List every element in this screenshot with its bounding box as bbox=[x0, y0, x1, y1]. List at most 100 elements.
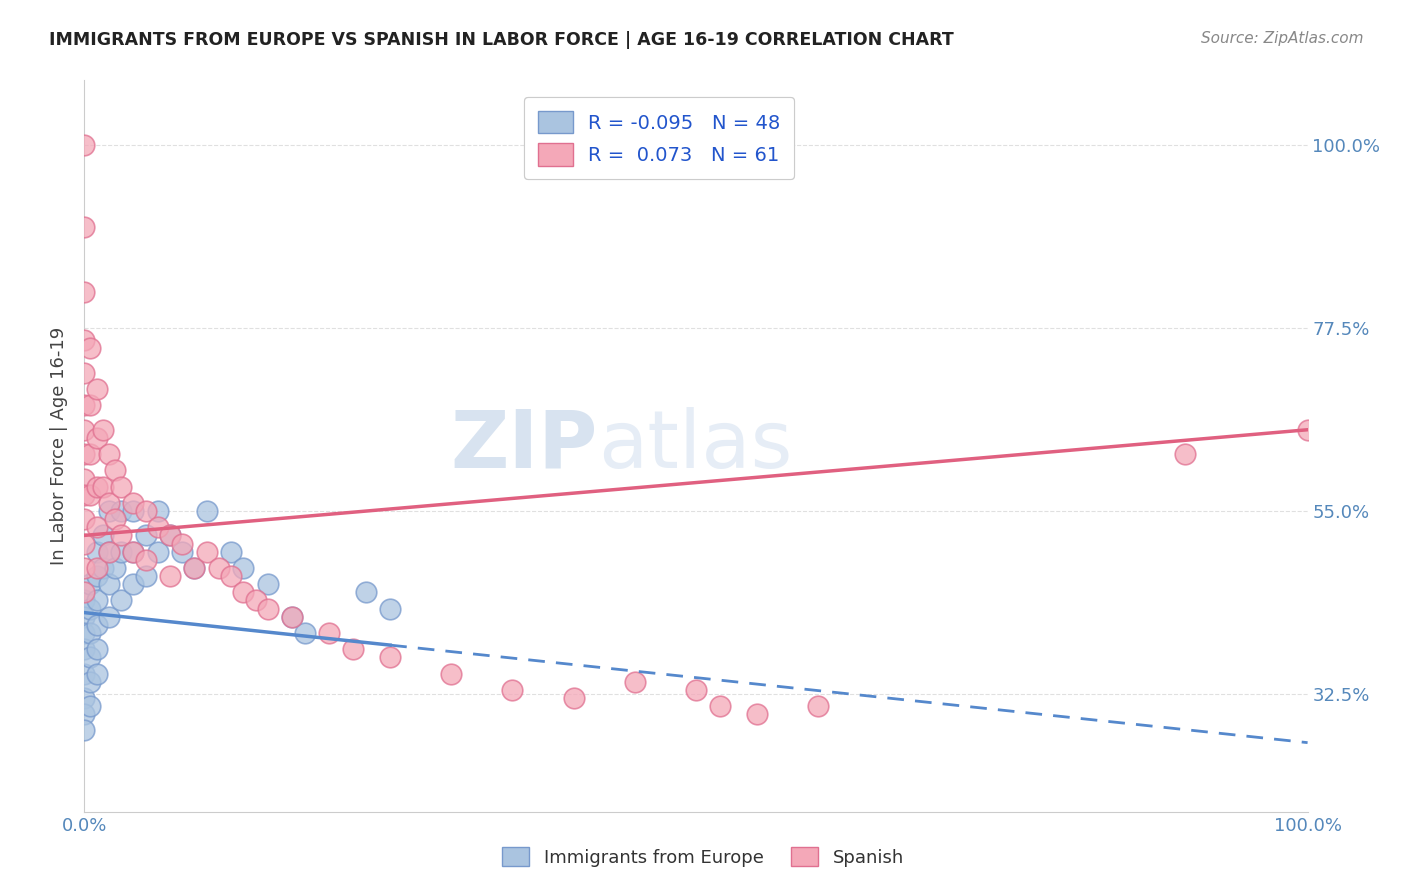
Point bbox=[79, 626, 101, 640]
Point bbox=[86, 666, 108, 681]
Point bbox=[110, 544, 132, 558]
Point bbox=[183, 561, 205, 575]
Point bbox=[79, 577, 101, 591]
Point bbox=[281, 609, 304, 624]
Point bbox=[91, 423, 114, 437]
Point bbox=[79, 447, 101, 461]
Point bbox=[159, 569, 181, 583]
Point bbox=[502, 682, 524, 697]
Point bbox=[73, 447, 96, 461]
Point bbox=[73, 512, 96, 526]
Point bbox=[97, 577, 120, 591]
Point bbox=[86, 480, 108, 494]
Point bbox=[73, 707, 96, 722]
Point bbox=[122, 504, 145, 518]
Point bbox=[219, 569, 242, 583]
Point bbox=[73, 488, 96, 502]
Point bbox=[122, 496, 145, 510]
Point bbox=[146, 544, 169, 558]
Point bbox=[97, 544, 120, 558]
Point bbox=[91, 528, 114, 542]
Point bbox=[73, 334, 96, 348]
Point bbox=[195, 544, 218, 558]
Point bbox=[86, 561, 108, 575]
Text: IMMIGRANTS FROM EUROPE VS SPANISH IN LABOR FORCE | AGE 16-19 CORRELATION CHART: IMMIGRANTS FROM EUROPE VS SPANISH IN LAB… bbox=[49, 31, 953, 49]
Point bbox=[219, 544, 242, 558]
Point bbox=[97, 504, 120, 518]
Point bbox=[685, 682, 707, 697]
Point bbox=[135, 504, 157, 518]
Point bbox=[79, 342, 101, 356]
Point bbox=[86, 382, 108, 396]
Text: ZIP: ZIP bbox=[451, 407, 598, 485]
Point bbox=[73, 642, 96, 657]
Point bbox=[110, 504, 132, 518]
Point bbox=[97, 544, 120, 558]
Text: Source: ZipAtlas.com: Source: ZipAtlas.com bbox=[1201, 31, 1364, 46]
Point bbox=[86, 431, 108, 445]
Point bbox=[73, 561, 96, 575]
Point bbox=[159, 528, 181, 542]
Point bbox=[380, 650, 402, 665]
Point bbox=[86, 520, 108, 534]
Point bbox=[195, 504, 218, 518]
Point bbox=[79, 488, 101, 502]
Point bbox=[73, 536, 96, 550]
Point bbox=[135, 528, 157, 542]
Point bbox=[232, 585, 254, 599]
Point bbox=[172, 536, 194, 550]
Point bbox=[79, 699, 101, 714]
Point bbox=[354, 585, 377, 599]
Point bbox=[86, 569, 108, 583]
Point bbox=[73, 626, 96, 640]
Point bbox=[79, 601, 101, 615]
Point bbox=[159, 528, 181, 542]
Point bbox=[73, 723, 96, 738]
Point bbox=[73, 285, 96, 299]
Point bbox=[110, 593, 132, 607]
Point bbox=[342, 642, 364, 657]
Point bbox=[122, 544, 145, 558]
Point bbox=[73, 423, 96, 437]
Point bbox=[73, 690, 96, 705]
Point bbox=[110, 528, 132, 542]
Point bbox=[208, 561, 231, 575]
Point bbox=[172, 544, 194, 558]
Point bbox=[122, 577, 145, 591]
Point bbox=[294, 626, 316, 640]
Point bbox=[97, 496, 120, 510]
Point bbox=[91, 561, 114, 575]
Point bbox=[104, 561, 127, 575]
Point bbox=[183, 561, 205, 575]
Point bbox=[104, 512, 127, 526]
Point bbox=[73, 593, 96, 607]
Point bbox=[73, 666, 96, 681]
Point bbox=[709, 699, 731, 714]
Point bbox=[91, 480, 114, 494]
Point bbox=[73, 366, 96, 380]
Point bbox=[97, 609, 120, 624]
Point bbox=[1174, 447, 1197, 461]
Point bbox=[318, 626, 340, 640]
Point bbox=[73, 398, 96, 412]
Point bbox=[281, 609, 304, 624]
Point bbox=[1296, 423, 1319, 437]
Legend: R = -0.095   N = 48, R =  0.073   N = 61: R = -0.095 N = 48, R = 0.073 N = 61 bbox=[524, 97, 794, 179]
Point bbox=[440, 666, 463, 681]
Point bbox=[807, 699, 830, 714]
Point bbox=[79, 650, 101, 665]
Point bbox=[86, 544, 108, 558]
Point bbox=[86, 642, 108, 657]
Text: atlas: atlas bbox=[598, 407, 793, 485]
Legend: Immigrants from Europe, Spanish: Immigrants from Europe, Spanish bbox=[495, 840, 911, 874]
Point bbox=[104, 463, 127, 477]
Point bbox=[97, 447, 120, 461]
Point bbox=[73, 585, 96, 599]
Point bbox=[135, 569, 157, 583]
Point bbox=[73, 609, 96, 624]
Point bbox=[232, 561, 254, 575]
Point bbox=[86, 593, 108, 607]
Point bbox=[747, 707, 769, 722]
Point bbox=[562, 690, 585, 705]
Y-axis label: In Labor Force | Age 16-19: In Labor Force | Age 16-19 bbox=[49, 326, 67, 566]
